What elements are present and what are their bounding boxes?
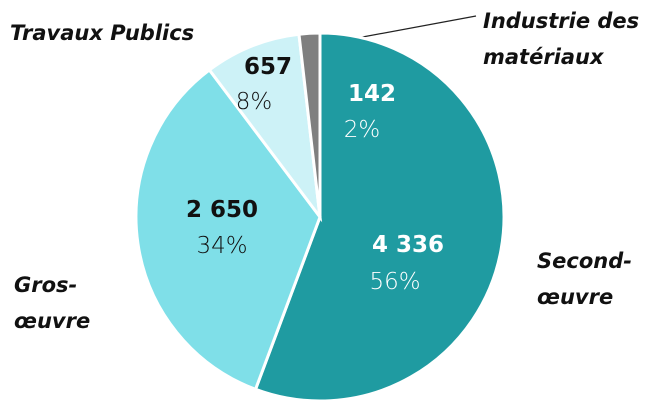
- category-label: Gros-œuvre: [14, 273, 90, 333]
- value-label: 2 650: [186, 197, 258, 223]
- pie-slice: [207, 32, 323, 223]
- pie-slice: [253, 31, 506, 401]
- category-label: Travaux Publics: [10, 21, 194, 45]
- percentage-label: 8%: [236, 89, 273, 115]
- category-label: Second-œuvre: [537, 249, 632, 309]
- pie-slice: [134, 67, 322, 392]
- value-label: 4 336: [372, 232, 444, 258]
- category-label: Industrie des matériaux: [483, 9, 639, 69]
- value-label: 142: [348, 81, 396, 107]
- percentage-label: 56%: [369, 269, 420, 295]
- value-label: 657: [244, 54, 292, 80]
- percentage-label: 2%: [344, 117, 381, 143]
- percentage-label: 34%: [196, 233, 247, 259]
- pie-slice: [297, 31, 322, 218]
